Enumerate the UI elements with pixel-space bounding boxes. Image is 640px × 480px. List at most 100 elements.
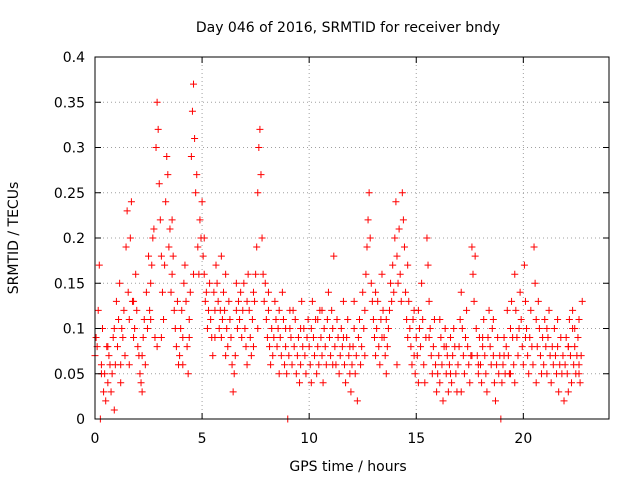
data-point (319, 379, 327, 387)
data-point (335, 370, 343, 378)
data-point (196, 216, 204, 224)
data-point (376, 361, 384, 369)
data-point (331, 343, 339, 351)
data-point (143, 325, 151, 332)
data-point (201, 297, 209, 305)
data-point (260, 297, 268, 305)
data-point (515, 325, 523, 332)
data-point (207, 315, 215, 323)
data-point (474, 370, 482, 378)
data-point (279, 315, 287, 323)
data-point (350, 325, 358, 332)
data-point (165, 243, 173, 251)
data-point (435, 352, 443, 360)
data-point (434, 370, 442, 378)
data-point (383, 343, 391, 351)
data-point (404, 261, 412, 269)
data-point (348, 361, 356, 369)
data-point (113, 343, 121, 351)
data-point (293, 352, 301, 360)
data-point (154, 125, 162, 133)
data-point (459, 352, 467, 360)
data-point (362, 270, 370, 278)
data-point (190, 270, 198, 278)
data-point (337, 325, 345, 332)
data-point (92, 334, 100, 342)
data-point (95, 261, 103, 269)
data-point (463, 306, 471, 314)
data-point (462, 334, 470, 342)
data-point (275, 306, 283, 314)
data-point (442, 343, 450, 351)
data-point (262, 315, 270, 323)
data-point (336, 352, 344, 360)
data-point (217, 252, 225, 260)
data-point (272, 315, 280, 323)
data-point (212, 261, 220, 269)
data-point (359, 288, 367, 296)
data-point (176, 352, 184, 360)
data-point (382, 370, 390, 378)
data-point (215, 325, 223, 332)
data-point (406, 325, 414, 332)
data-point (494, 334, 502, 342)
data-point (104, 379, 112, 387)
data-point (517, 315, 525, 323)
data-point (520, 261, 528, 269)
data-point (541, 315, 549, 323)
data-point (506, 370, 514, 378)
data-point (314, 315, 322, 323)
data-point (172, 343, 180, 351)
data-point (275, 370, 283, 378)
data-point (297, 325, 305, 332)
data-point (94, 306, 102, 314)
data-point (257, 171, 265, 179)
data-point (203, 325, 211, 332)
data-point (267, 361, 275, 369)
data-point (297, 361, 305, 369)
x-tick-label: 5 (198, 431, 207, 447)
data-point (426, 325, 434, 332)
data-point (245, 306, 253, 314)
data-point (110, 325, 118, 332)
x-tick-label: 20 (514, 431, 532, 447)
data-point (303, 334, 311, 342)
data-point (410, 306, 418, 314)
data-point (425, 334, 433, 342)
data-point (122, 243, 130, 251)
data-point (560, 397, 568, 405)
data-point (292, 370, 300, 378)
data-point (568, 379, 576, 387)
data-point (530, 243, 538, 251)
data-point (464, 343, 472, 351)
data-point (536, 352, 544, 360)
data-point (516, 288, 524, 296)
data-point (158, 288, 166, 296)
data-point (224, 343, 232, 351)
data-point (314, 343, 322, 351)
data-point (408, 361, 416, 369)
data-point (112, 297, 120, 305)
data-point (527, 306, 535, 314)
data-point (375, 343, 383, 351)
data-point (378, 270, 386, 278)
data-point (412, 334, 420, 342)
data-point (166, 225, 174, 233)
data-point (559, 352, 567, 360)
data-point (157, 334, 165, 342)
data-point (533, 343, 541, 351)
data-point (311, 352, 319, 360)
data-point (107, 388, 115, 396)
data-point (306, 361, 314, 369)
data-point (194, 243, 202, 251)
data-point (134, 343, 142, 351)
data-point (429, 343, 437, 351)
data-point (286, 306, 294, 314)
data-point (185, 315, 193, 323)
data-point (302, 370, 310, 378)
data-point (118, 325, 126, 332)
data-point (110, 406, 118, 414)
data-point (320, 325, 328, 332)
data-point (354, 334, 362, 342)
data-point (187, 153, 195, 161)
